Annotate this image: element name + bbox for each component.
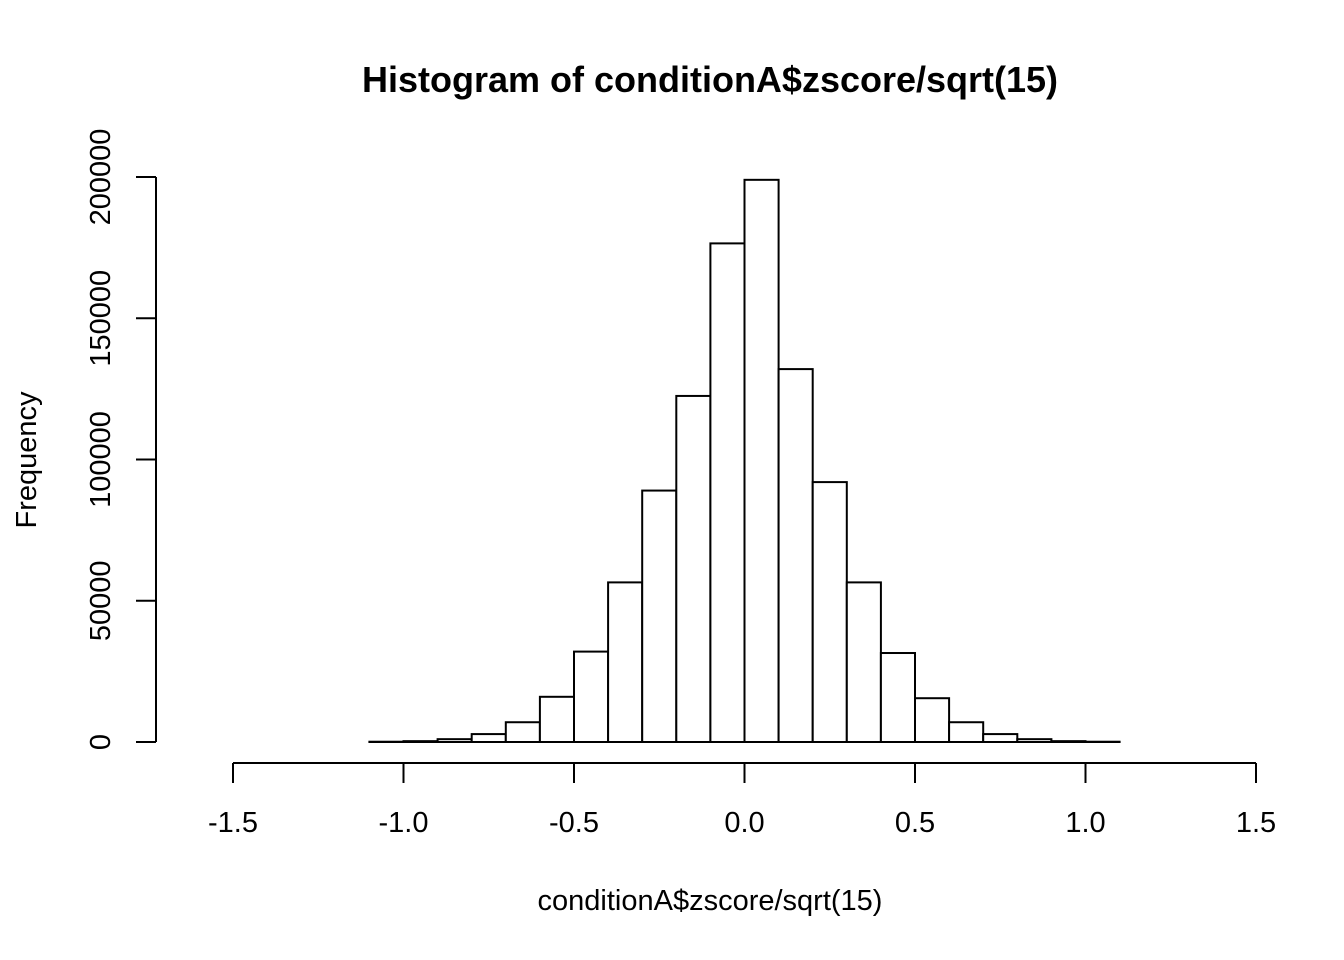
x-tick-label: -1.5 bbox=[208, 807, 258, 839]
x-axis-label: conditionA$zscore/sqrt(15) bbox=[538, 885, 883, 917]
y-tick-label: 200000 bbox=[85, 129, 117, 226]
chart-title: Histogram of conditionA$zscore/sqrt(15) bbox=[362, 59, 1058, 100]
x-tick-label: 1.5 bbox=[1236, 807, 1276, 839]
histogram-bar bbox=[879, 652, 917, 744]
y-tick-label: 0 bbox=[85, 734, 117, 750]
x-tick-label: 0.0 bbox=[724, 807, 764, 839]
y-axis: 0 50000 100000 150000 200000 bbox=[85, 129, 157, 750]
histogram-bar bbox=[743, 178, 780, 743]
histogram-bar bbox=[1050, 740, 1087, 744]
histogram-bar bbox=[1016, 738, 1053, 743]
x-axis: -1.5 -1.0 -0.5 0.0 0.5 1.0 1.5 bbox=[208, 762, 1276, 839]
histogram-bar bbox=[470, 733, 507, 744]
histogram-bar bbox=[573, 650, 610, 743]
y-tick-label: 100000 bbox=[85, 411, 117, 508]
histogram-bar bbox=[538, 695, 576, 743]
histogram-bar bbox=[914, 697, 951, 744]
histogram-bar bbox=[811, 481, 848, 743]
bars-group bbox=[368, 178, 1121, 744]
x-tick-label: -0.5 bbox=[549, 807, 599, 839]
histogram-bar bbox=[982, 733, 1019, 744]
histogram-bar bbox=[504, 721, 541, 743]
histogram-bar bbox=[436, 738, 473, 743]
histogram-bar bbox=[607, 581, 644, 744]
histogram-bar bbox=[402, 740, 439, 744]
histogram-bar bbox=[845, 581, 882, 744]
histogram-bar bbox=[675, 394, 712, 743]
y-tick-label: 150000 bbox=[85, 270, 117, 367]
histogram-bar bbox=[709, 242, 746, 743]
x-tick-label: 1.0 bbox=[1065, 807, 1105, 839]
histogram-bar bbox=[777, 368, 814, 743]
x-tick-label: 0.5 bbox=[895, 807, 935, 839]
histogram-bar bbox=[948, 721, 985, 743]
histogram-bar bbox=[641, 489, 678, 743]
x-tick-label: -1.0 bbox=[379, 807, 429, 839]
y-axis-label: Frequency bbox=[11, 391, 43, 529]
y-tick-label: 50000 bbox=[85, 560, 117, 641]
